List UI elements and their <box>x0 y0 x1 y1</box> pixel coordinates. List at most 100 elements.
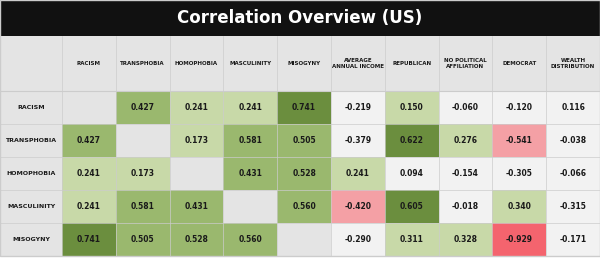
Text: 0.741: 0.741 <box>77 235 101 244</box>
Text: 0.505: 0.505 <box>131 235 155 244</box>
Text: TRANSPHOBIA: TRANSPHOBIA <box>121 61 165 66</box>
Text: 0.560: 0.560 <box>292 202 316 211</box>
Text: -0.379: -0.379 <box>344 136 371 145</box>
Bar <box>493 223 546 256</box>
Text: WEALTH
DISTRIBUTION: WEALTH DISTRIBUTION <box>551 58 595 69</box>
Text: -0.038: -0.038 <box>560 136 587 145</box>
Bar <box>116 91 170 124</box>
Text: MISOGYNY: MISOGYNY <box>287 61 320 66</box>
Bar <box>277 223 331 256</box>
Text: MISOGYNY: MISOGYNY <box>12 237 50 242</box>
Text: 0.581: 0.581 <box>131 202 155 211</box>
Text: -0.541: -0.541 <box>506 136 533 145</box>
Bar <box>116 190 170 223</box>
Bar <box>0 190 62 223</box>
Text: 0.328: 0.328 <box>454 235 478 244</box>
Text: TRANSPHOBIA: TRANSPHOBIA <box>5 138 56 143</box>
Bar <box>546 190 600 223</box>
Text: 0.622: 0.622 <box>400 136 424 145</box>
Bar <box>0 91 62 124</box>
Bar <box>493 124 546 157</box>
Text: -0.066: -0.066 <box>560 169 587 178</box>
Bar <box>439 91 493 124</box>
Bar <box>223 223 277 256</box>
Bar <box>0 124 62 157</box>
Bar <box>62 124 116 157</box>
Bar <box>385 190 439 223</box>
Bar <box>439 223 493 256</box>
Text: 0.276: 0.276 <box>454 136 478 145</box>
Text: -0.154: -0.154 <box>452 169 479 178</box>
Text: -0.060: -0.060 <box>452 103 479 112</box>
Bar <box>331 124 385 157</box>
Text: NO POLITICAL
AFFILIATION: NO POLITICAL AFFILIATION <box>444 58 487 69</box>
Bar <box>331 157 385 190</box>
Text: -0.290: -0.290 <box>344 235 371 244</box>
Text: DEMOCRAT: DEMOCRAT <box>502 61 536 66</box>
Text: AVERAGE
ANNUAL INCOME: AVERAGE ANNUAL INCOME <box>332 58 384 69</box>
Text: Correlation Overview (US): Correlation Overview (US) <box>178 9 422 27</box>
Text: -0.018: -0.018 <box>452 202 479 211</box>
Bar <box>116 223 170 256</box>
Text: 0.340: 0.340 <box>508 202 531 211</box>
Text: -0.219: -0.219 <box>344 103 371 112</box>
Text: -0.315: -0.315 <box>560 202 587 211</box>
Text: 0.431: 0.431 <box>238 169 262 178</box>
Text: 0.173: 0.173 <box>131 169 155 178</box>
Bar <box>170 91 223 124</box>
Text: -0.929: -0.929 <box>506 235 533 244</box>
Bar <box>439 124 493 157</box>
Bar <box>0 223 62 256</box>
Bar <box>223 190 277 223</box>
Bar <box>62 190 116 223</box>
Bar <box>223 157 277 190</box>
Bar <box>0 157 62 190</box>
Bar <box>170 124 223 157</box>
Bar <box>62 223 116 256</box>
Bar <box>62 157 116 190</box>
Text: -0.420: -0.420 <box>344 202 371 211</box>
Text: 0.427: 0.427 <box>77 136 101 145</box>
Bar <box>277 190 331 223</box>
Text: 0.241: 0.241 <box>77 202 101 211</box>
Bar <box>277 124 331 157</box>
Bar <box>116 157 170 190</box>
Bar <box>546 223 600 256</box>
Text: 0.427: 0.427 <box>131 103 155 112</box>
Bar <box>170 223 223 256</box>
Text: 0.241: 0.241 <box>77 169 101 178</box>
Bar <box>331 190 385 223</box>
Text: 0.581: 0.581 <box>238 136 262 145</box>
Text: MASCULINITY: MASCULINITY <box>7 204 55 209</box>
Bar <box>0 36 600 91</box>
Text: RACISM: RACISM <box>77 61 101 66</box>
Text: 0.505: 0.505 <box>292 136 316 145</box>
Bar <box>439 157 493 190</box>
Bar <box>116 124 170 157</box>
Text: 0.605: 0.605 <box>400 202 424 211</box>
Text: 0.241: 0.241 <box>346 169 370 178</box>
Bar <box>277 91 331 124</box>
Text: HOMOPHOBIA: HOMOPHOBIA <box>7 171 56 176</box>
Text: 0.241: 0.241 <box>185 103 208 112</box>
Text: 0.116: 0.116 <box>561 103 585 112</box>
Bar <box>385 91 439 124</box>
Text: 0.241: 0.241 <box>238 103 262 112</box>
Text: 0.560: 0.560 <box>238 235 262 244</box>
Bar <box>223 124 277 157</box>
Bar <box>493 190 546 223</box>
Bar <box>331 223 385 256</box>
Bar <box>546 91 600 124</box>
Bar <box>223 91 277 124</box>
Text: REPUBLICAN: REPUBLICAN <box>392 61 431 66</box>
Text: 0.528: 0.528 <box>292 169 316 178</box>
Text: 0.431: 0.431 <box>185 202 208 211</box>
Bar <box>439 190 493 223</box>
Bar <box>546 157 600 190</box>
Bar <box>0 0 600 36</box>
Text: -0.305: -0.305 <box>506 169 533 178</box>
Bar <box>493 157 546 190</box>
Bar <box>385 157 439 190</box>
Text: -0.120: -0.120 <box>506 103 533 112</box>
Text: 0.150: 0.150 <box>400 103 424 112</box>
